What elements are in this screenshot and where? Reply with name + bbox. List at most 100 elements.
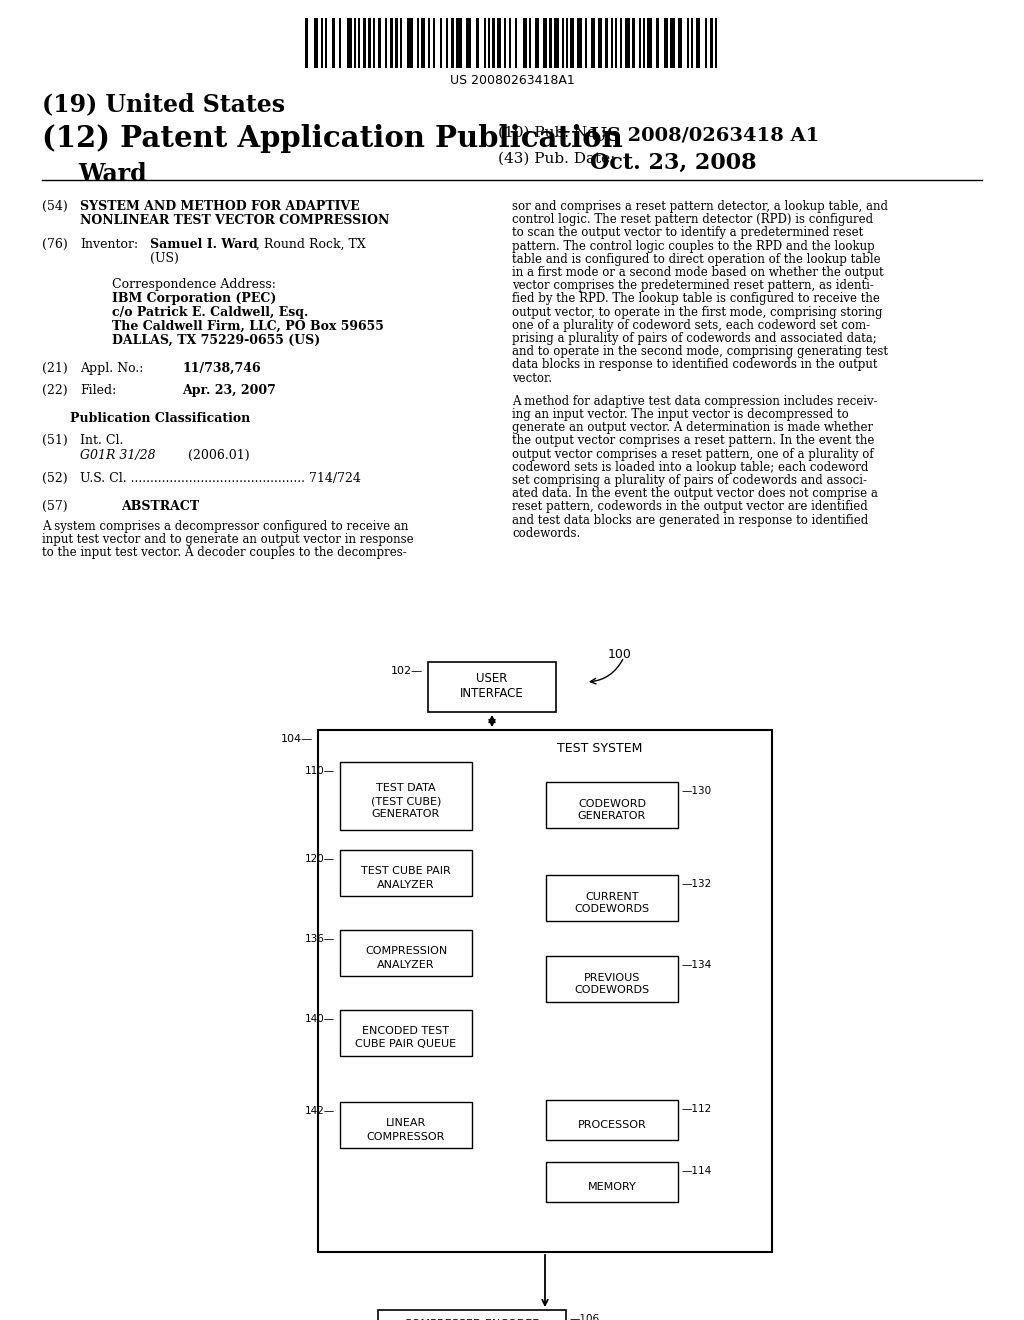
Text: , Round Rock, TX: , Round Rock, TX xyxy=(256,238,366,251)
Text: GENERATOR: GENERATOR xyxy=(578,810,646,821)
Text: —134: —134 xyxy=(682,960,713,970)
Text: (10) Pub. No.:: (10) Pub. No.: xyxy=(498,125,606,140)
Bar xyxy=(428,663,556,711)
Text: (12) Patent Application Publication: (12) Patent Application Publication xyxy=(42,124,623,153)
Bar xyxy=(368,18,371,69)
Text: (22): (22) xyxy=(42,384,68,397)
Text: 136—: 136— xyxy=(305,935,335,944)
Bar xyxy=(546,956,678,1002)
Text: —106: —106 xyxy=(570,1313,600,1320)
Bar xyxy=(515,18,517,69)
Bar xyxy=(318,730,772,1251)
Bar xyxy=(385,18,387,69)
Text: Publication Classification: Publication Classification xyxy=(70,412,250,425)
Bar xyxy=(340,931,472,975)
Text: codewords.: codewords. xyxy=(512,527,581,540)
Bar xyxy=(456,18,462,69)
Text: NONLINEAR TEST VECTOR COMPRESSION: NONLINEAR TEST VECTOR COMPRESSION xyxy=(80,214,389,227)
Bar xyxy=(340,850,472,896)
Bar xyxy=(451,18,454,69)
Bar xyxy=(577,18,582,69)
Bar xyxy=(570,18,574,69)
Bar xyxy=(632,18,635,69)
Text: table and is configured to direct operation of the lookup table: table and is configured to direct operat… xyxy=(512,253,881,265)
Text: (US): (US) xyxy=(150,252,179,265)
Text: ated data. In the event the output vector does not comprise a: ated data. In the event the output vecto… xyxy=(512,487,878,500)
Text: (51): (51) xyxy=(42,434,68,447)
Bar xyxy=(715,18,717,69)
Text: 142—: 142— xyxy=(305,1106,335,1115)
Bar xyxy=(509,18,511,69)
Bar xyxy=(484,18,486,69)
Bar xyxy=(705,18,707,69)
Text: Oct. 23, 2008: Oct. 23, 2008 xyxy=(590,152,757,174)
Text: CURRENT: CURRENT xyxy=(586,892,639,902)
Bar xyxy=(497,18,501,69)
Text: The Caldwell Firm, LLC, PO Box 59655: The Caldwell Firm, LLC, PO Box 59655 xyxy=(112,319,384,333)
Bar xyxy=(347,18,352,69)
Bar xyxy=(546,875,678,921)
Text: —114: —114 xyxy=(682,1166,713,1176)
Text: GENERATOR: GENERATOR xyxy=(372,809,440,818)
Bar xyxy=(378,1309,566,1320)
Text: one of a plurality of codeword sets, each codeword set com-: one of a plurality of codeword sets, eac… xyxy=(512,319,870,331)
Text: DALLAS, TX 75229-0655 (US): DALLAS, TX 75229-0655 (US) xyxy=(112,334,321,347)
Text: and test data blocks are generated in response to identified: and test data blocks are generated in re… xyxy=(512,513,868,527)
Text: input test vector and to generate an output vector in response: input test vector and to generate an out… xyxy=(42,533,414,546)
Text: A method for adaptive test data compression includes receiv-: A method for adaptive test data compress… xyxy=(512,395,878,408)
Text: data blocks in response to identified codewords in the output: data blocks in response to identified co… xyxy=(512,359,878,371)
Bar xyxy=(549,18,552,69)
Bar xyxy=(529,18,531,69)
Text: codeword sets is loaded into a lookup table; each codeword: codeword sets is loaded into a lookup ta… xyxy=(512,461,868,474)
Text: output vector comprises a reset pattern, one of a plurality of: output vector comprises a reset pattern,… xyxy=(512,447,873,461)
Text: 120—: 120— xyxy=(305,854,335,865)
Text: reset pattern, codewords in the output vector are identified: reset pattern, codewords in the output v… xyxy=(512,500,867,513)
Bar xyxy=(340,762,472,830)
Text: ABSTRACT: ABSTRACT xyxy=(121,500,199,513)
Text: COMPRESSION: COMPRESSION xyxy=(365,946,447,957)
Bar xyxy=(332,18,335,69)
Bar xyxy=(407,18,413,69)
Bar xyxy=(585,18,587,69)
Text: Inventor:: Inventor: xyxy=(80,238,138,251)
Text: 11/738,746: 11/738,746 xyxy=(182,362,261,375)
Text: 104—: 104— xyxy=(281,734,313,744)
Bar xyxy=(358,18,360,69)
Bar xyxy=(492,18,495,69)
Text: vector comprises the predetermined reset pattern, as identi-: vector comprises the predetermined reset… xyxy=(512,280,873,292)
Text: —112: —112 xyxy=(682,1104,713,1114)
Bar xyxy=(562,18,564,69)
Bar xyxy=(611,18,613,69)
Text: c/o Patrick E. Caldwell, Esq.: c/o Patrick E. Caldwell, Esq. xyxy=(112,306,308,319)
Bar xyxy=(620,18,622,69)
Text: TEST SYSTEM: TEST SYSTEM xyxy=(557,742,642,755)
Bar xyxy=(639,18,641,69)
Text: (43) Pub. Date:: (43) Pub. Date: xyxy=(498,152,615,166)
Bar xyxy=(378,18,381,69)
Bar xyxy=(687,18,689,69)
Text: ing an input vector. The input vector is decompressed to: ing an input vector. The input vector is… xyxy=(512,408,849,421)
Text: TEST DATA: TEST DATA xyxy=(376,783,436,793)
Bar xyxy=(696,18,700,69)
Bar xyxy=(390,18,393,69)
Bar xyxy=(321,18,323,69)
Text: ANALYZER: ANALYZER xyxy=(377,879,435,890)
Bar xyxy=(314,18,318,69)
Text: vector.: vector. xyxy=(512,372,552,384)
Text: 100: 100 xyxy=(608,648,632,661)
Bar xyxy=(605,18,608,69)
Text: (52): (52) xyxy=(42,473,68,484)
Text: output vector, to operate in the first mode, comprising storing: output vector, to operate in the first m… xyxy=(512,306,883,318)
Bar xyxy=(504,18,506,69)
Text: Apr. 23, 2007: Apr. 23, 2007 xyxy=(182,384,275,397)
Text: (76): (76) xyxy=(42,238,68,251)
Bar xyxy=(647,18,652,69)
Text: ENCODED TEST: ENCODED TEST xyxy=(362,1027,450,1036)
Text: Int. Cl.: Int. Cl. xyxy=(80,434,123,447)
Text: US 20080263418A1: US 20080263418A1 xyxy=(450,74,574,87)
Text: Appl. No.:: Appl. No.: xyxy=(80,362,143,375)
Text: CODEWORDS: CODEWORDS xyxy=(574,904,649,913)
Bar xyxy=(373,18,375,69)
Bar xyxy=(643,18,645,69)
Bar xyxy=(678,18,682,69)
